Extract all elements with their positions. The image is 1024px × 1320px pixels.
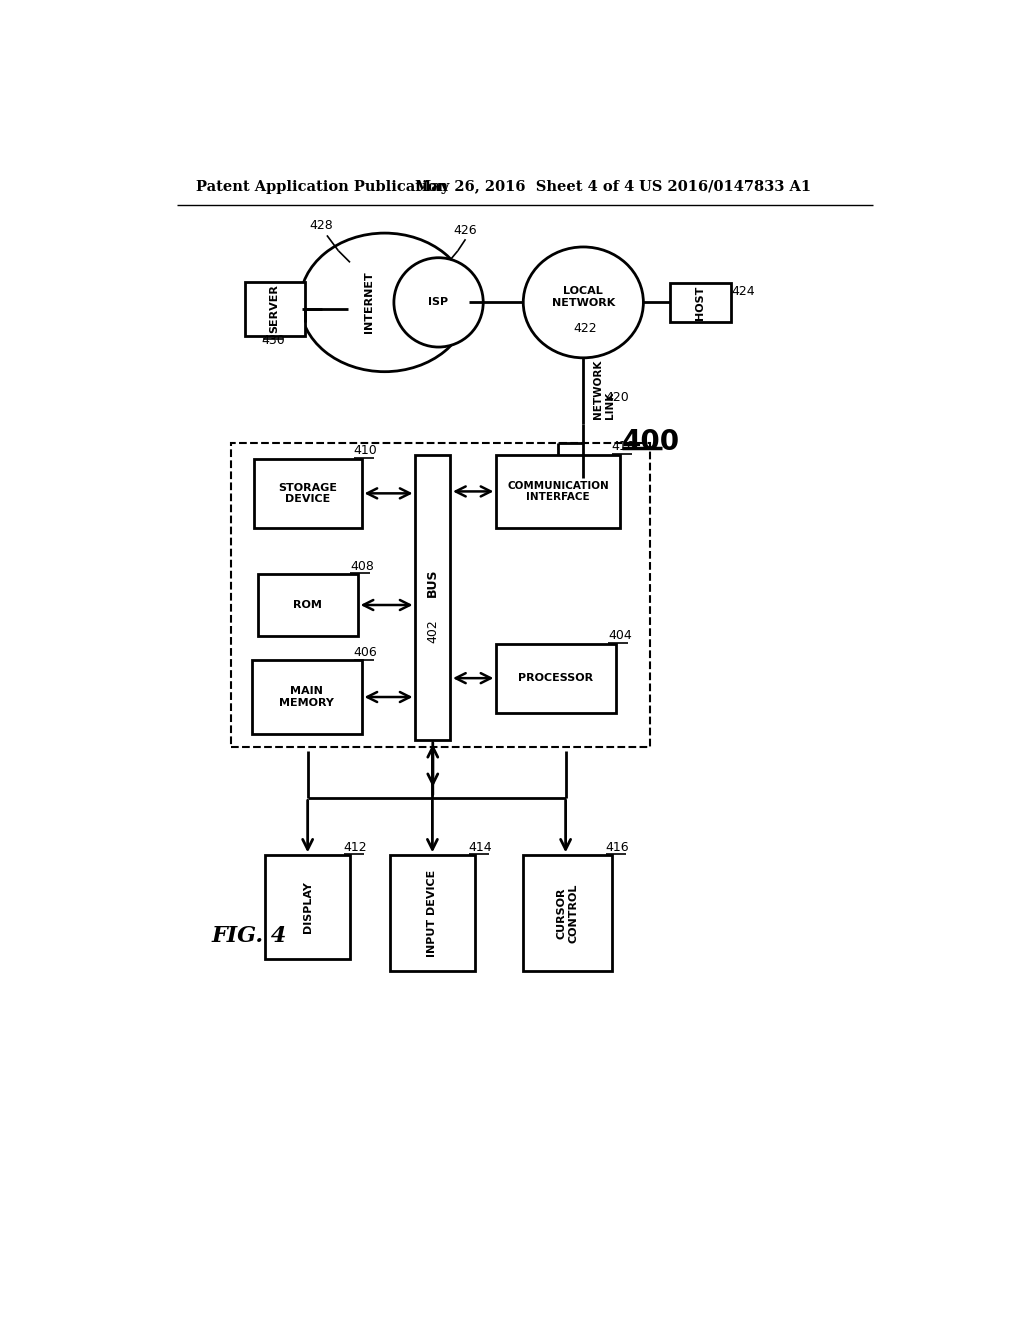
Bar: [245, 281, 304, 335]
Text: 424: 424: [731, 285, 755, 298]
Text: CURSOR
CONTROL: CURSOR CONTROL: [557, 883, 579, 942]
Text: 406: 406: [354, 645, 378, 659]
Text: COMMUNICATION
INTERFACE: COMMUNICATION INTERFACE: [507, 480, 609, 502]
Bar: [497, 455, 620, 528]
Text: SERVER: SERVER: [269, 284, 280, 333]
Text: MAIN
MEMORY: MAIN MEMORY: [280, 686, 334, 708]
Bar: [523, 855, 611, 970]
Text: HOST: HOST: [695, 285, 706, 319]
Ellipse shape: [394, 257, 483, 347]
Text: 414: 414: [469, 841, 493, 854]
Text: FIG. 4: FIG. 4: [211, 925, 287, 948]
Text: May 26, 2016  Sheet 4 of 4: May 26, 2016 Sheet 4 of 4: [416, 180, 635, 194]
Bar: [258, 574, 357, 636]
Text: ROM: ROM: [293, 601, 323, 610]
Text: BUS: BUS: [426, 569, 439, 598]
Text: 412: 412: [344, 841, 368, 854]
Text: DISPLAY: DISPLAY: [303, 882, 312, 933]
Text: US 2016/0147833 A1: US 2016/0147833 A1: [639, 180, 811, 194]
Text: 426: 426: [454, 224, 477, 238]
Text: 430: 430: [261, 334, 285, 347]
Text: ISP: ISP: [428, 297, 449, 308]
Bar: [390, 855, 475, 970]
Bar: [497, 644, 615, 713]
Bar: [416, 455, 451, 739]
Text: 408: 408: [350, 560, 374, 573]
Text: 428: 428: [309, 219, 334, 231]
Bar: [265, 855, 350, 960]
Text: 418: 418: [611, 441, 636, 453]
Bar: [254, 459, 361, 528]
Text: LOCAL
NETWORK: LOCAL NETWORK: [552, 286, 615, 308]
Ellipse shape: [523, 247, 643, 358]
Bar: [252, 660, 361, 734]
Text: 400: 400: [622, 428, 680, 455]
Bar: [230, 444, 650, 747]
Text: NETWORK
LINK: NETWORK LINK: [593, 360, 615, 418]
Text: INTERNET: INTERNET: [365, 272, 374, 333]
Text: 404: 404: [608, 628, 632, 642]
Text: 416: 416: [605, 841, 630, 854]
Text: 420: 420: [605, 391, 629, 404]
Ellipse shape: [300, 234, 469, 372]
Text: PROCESSOR: PROCESSOR: [518, 673, 594, 684]
Text: 410: 410: [354, 444, 378, 457]
Text: 422: 422: [573, 322, 597, 335]
Text: Patent Application Publication: Patent Application Publication: [196, 180, 449, 194]
Text: 402: 402: [426, 619, 439, 643]
Bar: [670, 284, 731, 322]
Text: STORAGE
DEVICE: STORAGE DEVICE: [279, 483, 337, 504]
Text: INPUT DEVICE: INPUT DEVICE: [427, 870, 437, 957]
